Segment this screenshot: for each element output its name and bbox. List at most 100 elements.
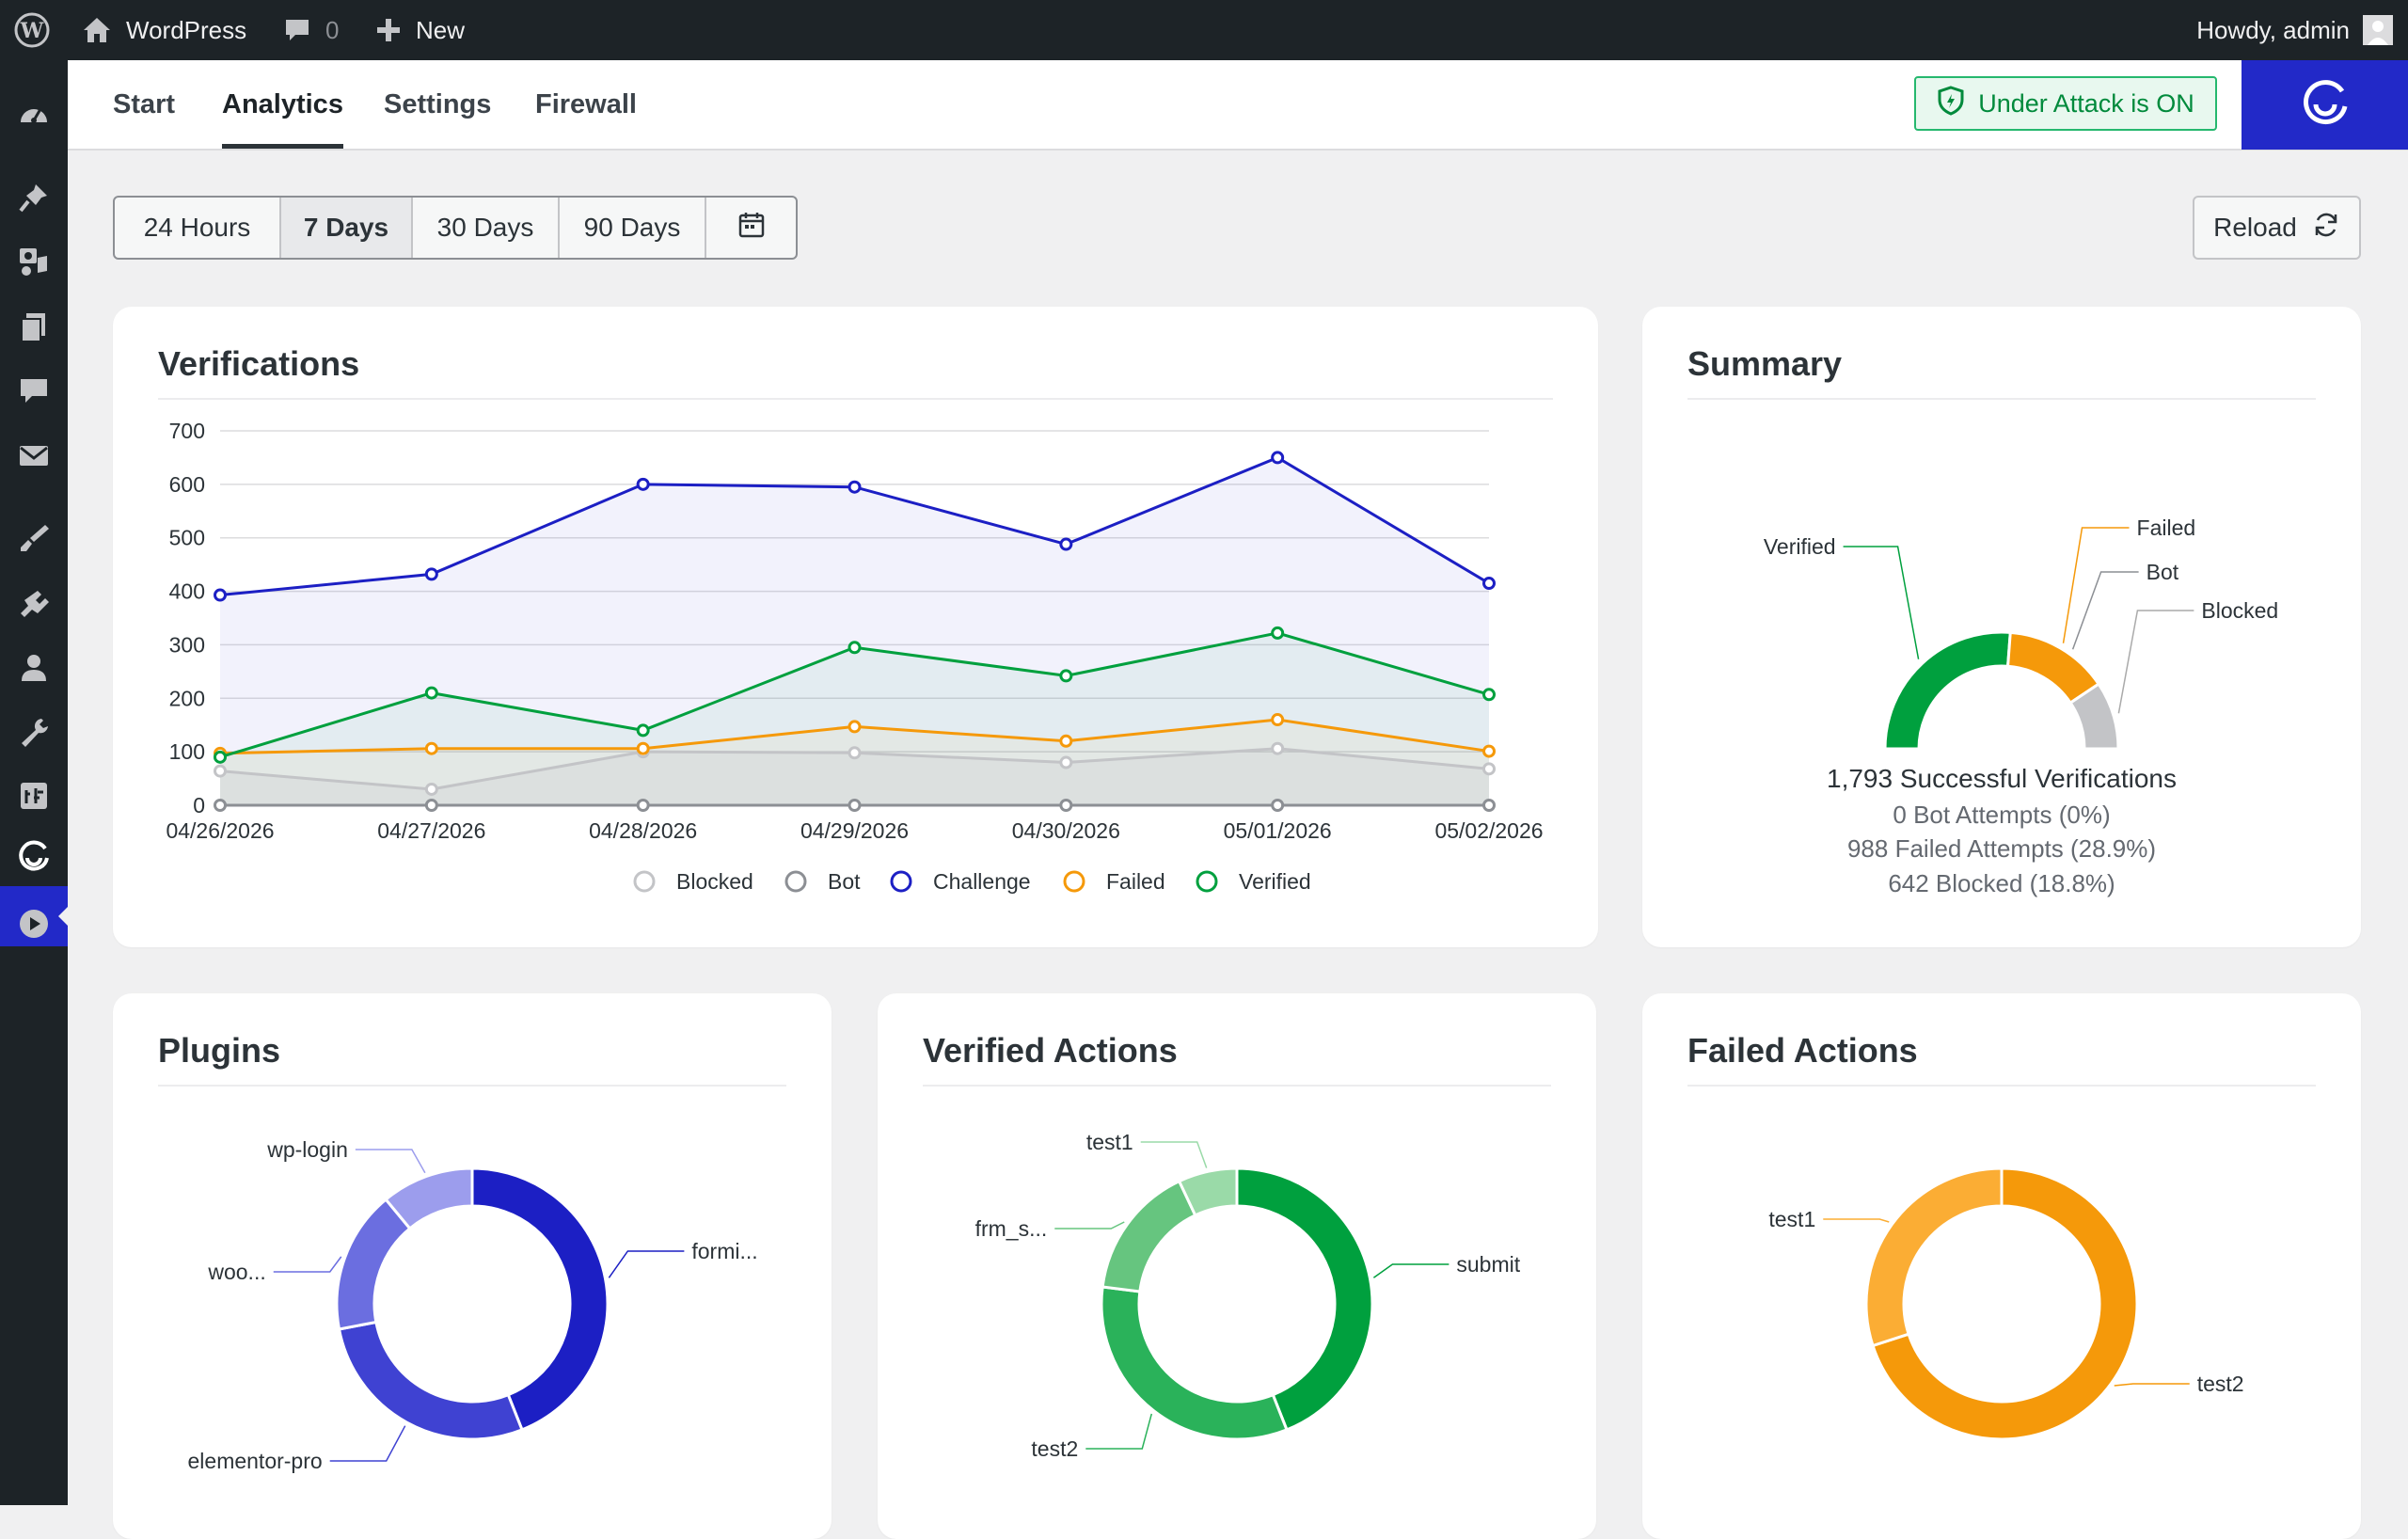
summary-successful: 1,793 Successful Verifications (1827, 764, 2177, 793)
summary-leader-verified (1843, 546, 1920, 659)
point-bot (848, 799, 862, 812)
plugins-leader-line (273, 1256, 342, 1273)
verified-label: submit (1456, 1252, 1520, 1277)
summary-blocked: 642 Blocked (18.8%) (1888, 869, 2115, 897)
range-7-days[interactable]: 7 Days (281, 198, 413, 258)
mail-icon[interactable] (13, 435, 55, 476)
plugin-tab-bar: Start Analytics Settings Firewall (68, 60, 2408, 151)
verified-slice (1235, 1166, 1374, 1432)
tab-settings[interactable]: Settings (384, 88, 492, 119)
point-challenge (214, 588, 227, 602)
settings-icon[interactable] (13, 775, 55, 817)
comments-link[interactable]: 0 (282, 0, 339, 60)
point-verified (1059, 669, 1073, 683)
point-bot (1482, 799, 1496, 812)
point-blocked (424, 782, 438, 796)
verified-leader-line (1085, 1413, 1153, 1450)
plugins-slice (335, 1197, 412, 1331)
divider (158, 398, 1553, 400)
y-tick-label: 300 (169, 632, 205, 657)
reload-button[interactable]: Reload (2193, 196, 2361, 260)
tab-analytics[interactable]: Analytics (222, 60, 343, 149)
new-content-link[interactable]: New (374, 0, 465, 60)
failed-label: test1 (1768, 1207, 1815, 1231)
y-tick-label: 200 (169, 686, 205, 710)
home-icon (81, 15, 113, 45)
range-90-days[interactable]: 90 Days (560, 198, 706, 258)
point-blocked (1059, 755, 1073, 770)
failed-actions-donut-chart: test2 test1 (1768, 1166, 2244, 1441)
x-tick-label: 04/28/2026 (589, 818, 697, 843)
area-failed (220, 720, 1489, 805)
verified-label: frm_s... (975, 1216, 1048, 1241)
play-icon[interactable] (13, 903, 55, 944)
wp-logo-icon[interactable]: W (13, 0, 51, 60)
summary-leader-bot (2071, 571, 2139, 650)
failed-label: test2 (2197, 1372, 2244, 1396)
point-challenge (424, 567, 438, 581)
failed-leader-line (2114, 1383, 2190, 1387)
point-failed (424, 741, 438, 755)
verified-leader-line (1140, 1141, 1208, 1168)
site-name: WordPress (126, 15, 247, 44)
plugins-leader-line (355, 1149, 426, 1174)
divider (923, 1085, 1551, 1087)
tab-firewall[interactable]: Firewall (535, 88, 637, 119)
under-attack-label: Under Attack is ON (1978, 88, 2194, 118)
x-tick-label: 05/02/2026 (1434, 818, 1543, 843)
dashboard-icon[interactable] (13, 94, 55, 135)
x-tick-label: 04/27/2026 (377, 818, 485, 843)
tools-icon[interactable] (13, 711, 55, 753)
point-failed (848, 720, 862, 734)
captcha-icon[interactable] (13, 835, 55, 877)
y-tick-label: 600 (169, 472, 205, 497)
x-tick-label: 05/01/2026 (1224, 818, 1332, 843)
calendar-button[interactable] (706, 198, 796, 258)
howdy-text: Howdy, admin (2196, 15, 2350, 44)
account-menu[interactable]: Howdy, admin (2196, 0, 2393, 60)
point-challenge (1482, 577, 1496, 591)
legend-label-bot: Bot (828, 869, 861, 894)
legend-label-failed: Failed (1106, 869, 1165, 894)
point-blocked (1482, 762, 1496, 776)
comments-icon[interactable] (13, 371, 55, 412)
users-icon[interactable] (13, 647, 55, 689)
plugins-slice (470, 1166, 610, 1432)
date-range-selector: 24 Hours 7 Days 30 Days 90 Days (113, 196, 798, 260)
point-failed (1059, 734, 1073, 748)
comment-icon (282, 15, 312, 45)
pin-icon[interactable] (13, 177, 55, 218)
range-30-days[interactable]: 30 Days (413, 198, 560, 258)
plugins-label: formi... (691, 1239, 757, 1263)
media-icon[interactable] (13, 241, 55, 282)
verified-slice (1101, 1179, 1197, 1293)
verified-slice (1100, 1285, 1289, 1441)
tab-start[interactable]: Start (113, 88, 176, 119)
pages-icon[interactable] (13, 307, 55, 348)
summary-label-failed: Failed (2137, 516, 2196, 540)
point-verified (1271, 626, 1285, 640)
summary-slice (2068, 682, 2120, 751)
plugins-icon[interactable] (13, 583, 55, 625)
point-verified (1482, 688, 1496, 702)
avatar (2363, 15, 2393, 45)
plugin-logo-button[interactable] (2242, 60, 2408, 150)
divider (1687, 1085, 2316, 1087)
under-attack-badge[interactable]: Under Attack is ON (1914, 76, 2217, 131)
plugins-leader-line (608, 1250, 685, 1278)
point-bot (1271, 799, 1285, 812)
range-24-hours[interactable]: 24 Hours (115, 198, 281, 258)
summary-title: Summary (1687, 344, 1843, 383)
point-challenge (1271, 451, 1285, 465)
y-tick-label: 400 (169, 579, 205, 604)
plugins-slice (337, 1320, 524, 1441)
verifications-title: Verifications (158, 344, 360, 383)
area-challenge (220, 457, 1489, 805)
point-verified (214, 750, 227, 764)
verified-actions-card: Verified Actions submit test2 frm_s... test… (878, 993, 1596, 1539)
site-home-link[interactable]: WordPress (81, 0, 246, 60)
summary-label-bot: Bot (2147, 560, 2179, 584)
verified-label: test1 (1086, 1130, 1133, 1154)
appearance-icon[interactable] (13, 517, 55, 559)
summary-failed: 988 Failed Attempts (28.9%) (1846, 834, 2157, 863)
